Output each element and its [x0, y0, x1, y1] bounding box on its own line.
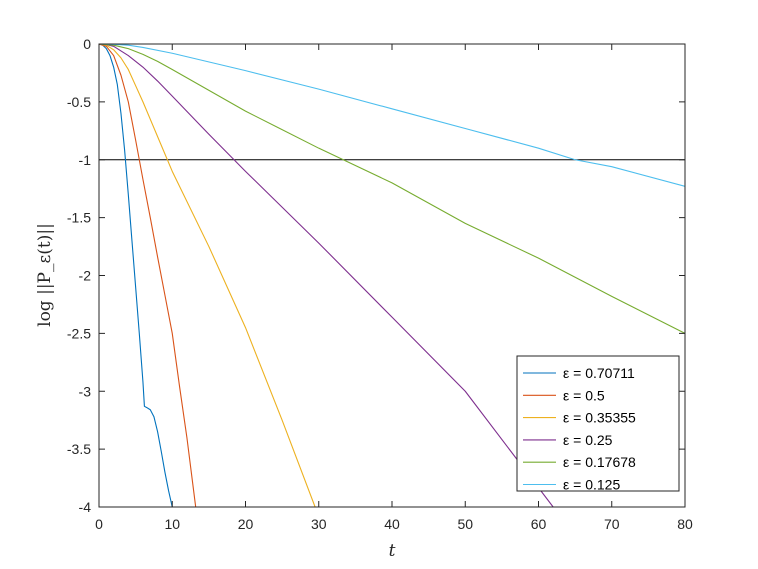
- y-tick-label: -2: [79, 268, 92, 284]
- y-tick-label: -0.5: [67, 94, 91, 110]
- legend-label-6: ε = 0.125: [563, 477, 620, 493]
- ticks-layer: 0 10 20 30 40 50 60 70 80 0 -0.5 -1 -1.5 -2 -2.5 -3 -3.5…: [67, 36, 693, 532]
- x-tick-label: 20: [238, 516, 254, 532]
- legend-label-2: ε = 0.5: [563, 387, 605, 403]
- x-tick-label: 0: [95, 516, 103, 532]
- x-tick-label: 10: [164, 516, 180, 532]
- legend-label-4: ε = 0.25: [563, 432, 613, 448]
- series-line-3: [99, 44, 316, 507]
- legend-entries: ε = 0.70711 ε = 0.5 ε = 0.35355 ε = 0.25 ε =…: [523, 365, 636, 493]
- y-tick-label: -4: [79, 499, 92, 515]
- legend-box: [516, 355, 680, 492]
- y-axis-label: log ||P_ε(t)||: [35, 223, 55, 327]
- x-tick-label: 80: [677, 516, 693, 532]
- series-line-4: [99, 44, 554, 507]
- x-tick-label: 40: [384, 516, 400, 532]
- x-tick-label: 60: [531, 516, 547, 532]
- series-line-6: [99, 44, 685, 187]
- y-tick-label: -1.5: [67, 210, 91, 226]
- x-tick-label: 70: [604, 516, 620, 532]
- legend-label-5: ε = 0.17678: [563, 454, 636, 470]
- y-tick-label: -3.5: [67, 441, 91, 457]
- x-tick-label: 50: [457, 516, 473, 532]
- legend-label-1: ε = 0.70711: [563, 365, 635, 381]
- series-line-5: [99, 44, 685, 334]
- x-tick-label: 30: [311, 516, 327, 532]
- series-layer: [99, 44, 685, 507]
- y-tick-label: 0: [83, 36, 91, 52]
- y-tick-label: -2.5: [67, 325, 91, 341]
- legend: ε = 0.70711 ε = 0.5 ε = 0.35355 ε = 0.25 ε =…: [516, 355, 680, 493]
- series-line-2: [99, 44, 197, 507]
- x-axis-label: t: [389, 541, 396, 561]
- series-line-1: [99, 44, 173, 507]
- legend-label-3: ε = 0.35355: [563, 410, 636, 426]
- y-tick-label: -3: [79, 383, 92, 399]
- y-tick-label: -1: [79, 152, 92, 168]
